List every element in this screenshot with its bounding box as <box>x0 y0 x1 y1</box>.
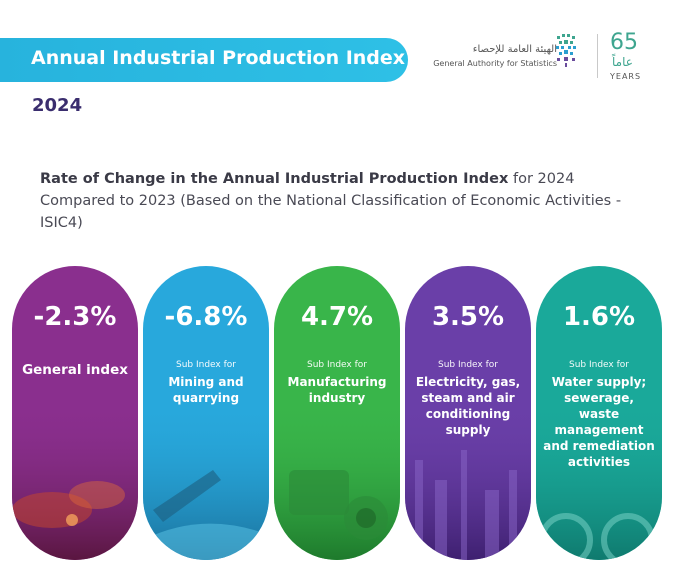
org-name-english: General Authority for Statistics <box>433 59 557 68</box>
card-mining: -6.8% Sub Index for Mining and quarrying <box>143 266 269 560</box>
subtitle-rest: for 2024 Compared to 2023 (Based on the … <box>40 171 622 231</box>
gastat-logo: الهيئة العامة للإحصاء General Authority … <box>430 30 655 90</box>
card-name: General index <box>22 362 128 378</box>
logo-divider <box>597 34 598 78</box>
title-banner: Annual Industrial Production Index <box>0 38 408 82</box>
card-name: Manufacturing industry <box>287 375 387 405</box>
anniversary-arabic: عاماً <box>612 55 633 69</box>
card-manufacturing: 4.7% Sub Index for Manufacturing industr… <box>274 266 400 560</box>
industrial-photo-icon <box>12 400 138 560</box>
manufacturing-photo-icon <box>274 400 400 560</box>
report-year: 2024 <box>32 95 83 116</box>
page-title: Annual Industrial Production Index <box>31 47 406 69</box>
card-value: -2.3% <box>33 302 117 332</box>
anniversary-number: 65 <box>610 30 638 55</box>
mining-photo-icon <box>143 400 269 560</box>
card-value: 3.5% <box>431 302 505 332</box>
card-prefix: Sub Index for <box>175 360 236 370</box>
card-value: 4.7% <box>300 302 374 332</box>
card-prefix: Sub Index for <box>568 360 629 370</box>
card-name: Mining and quarrying <box>168 375 244 405</box>
card-prefix: Sub Index for <box>306 360 367 370</box>
power-plant-photo-icon <box>405 400 531 560</box>
card-name: Electricity, gas, steam and air conditio… <box>415 375 521 437</box>
card-value: -6.8% <box>164 302 248 332</box>
chart-subtitle: Rate of Change in the Annual Industrial … <box>40 168 640 234</box>
org-name-arabic: الهيئة العامة للإحصاء <box>472 44 557 55</box>
card-name: Water supply; sewerage, waste management… <box>543 375 655 469</box>
card-prefix: Sub Index for <box>437 360 498 370</box>
card-water-supply: 1.6% Sub Index for Water supply; sewerag… <box>536 266 662 560</box>
index-cards: -2.3% General index -6.8% Sub Index for … <box>12 266 662 562</box>
card-general-index: -2.3% General index <box>12 266 138 560</box>
card-value: 1.6% <box>562 302 636 332</box>
card-electricity: 3.5% Sub Index for Electricity, gas, ste… <box>405 266 531 560</box>
subtitle-bold: Rate of Change in the Annual Industrial … <box>40 171 509 187</box>
anniversary-english: YEARS <box>610 72 642 81</box>
water-pipes-photo-icon <box>536 400 662 560</box>
gastat-emblem-icon <box>556 34 576 67</box>
